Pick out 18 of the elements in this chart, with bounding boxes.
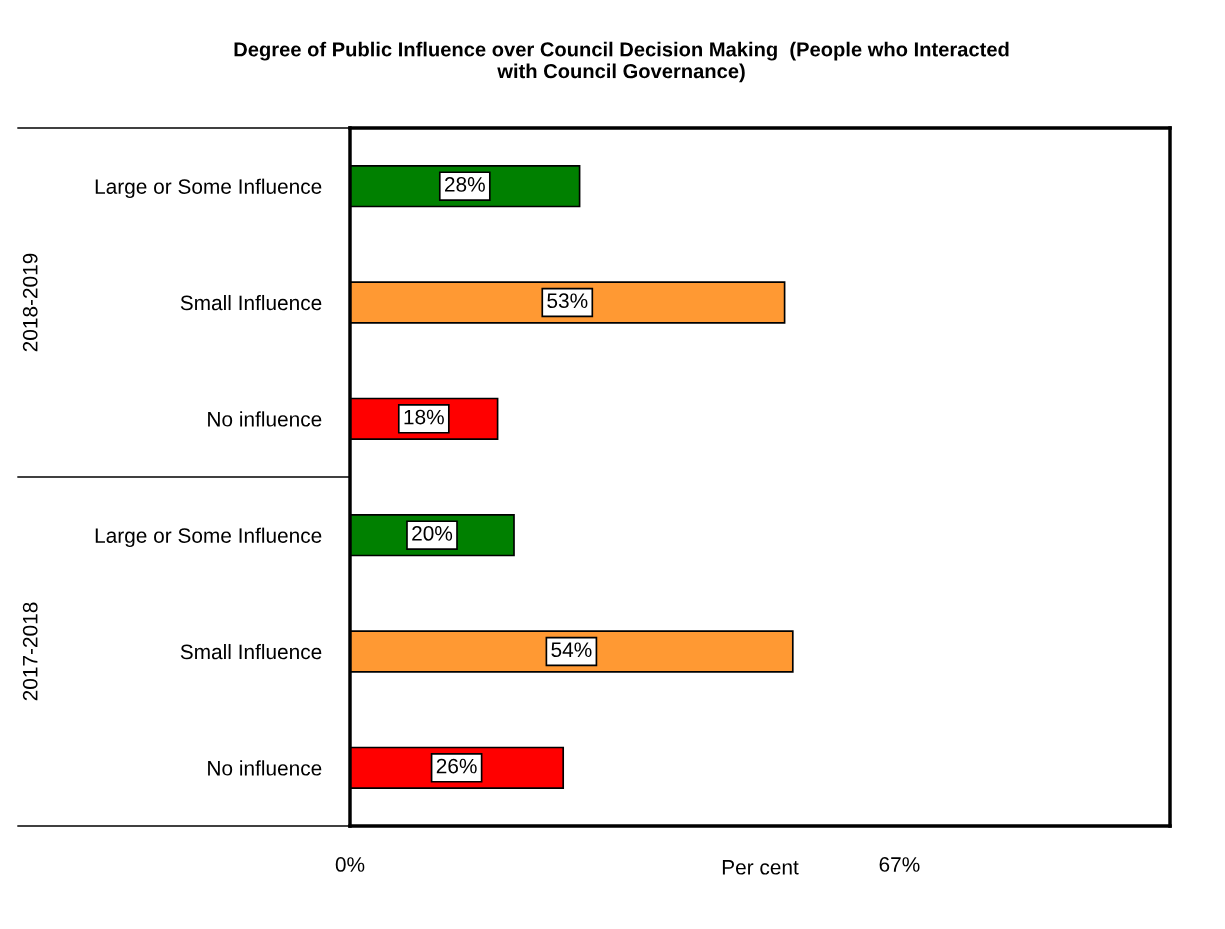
y-tick-label: No influence [208, 411, 322, 427]
data-label: 18% [404, 409, 444, 425]
x-tick-label: 0% [335, 857, 365, 872]
text: 2017-2018 [22, 602, 38, 701]
x-axis-title: Per cent [722, 860, 799, 875]
data-label: 53% [547, 293, 588, 309]
chart-title: Degree of Public Influence over Council Decision Making (People who Interacted with Council Governance) [234, 41, 1009, 83]
y-tick-label: Large or Some Influence [95, 527, 322, 548]
data-label: 26% [436, 758, 477, 774]
text: 2018-2019 [22, 253, 38, 352]
y-tick-label: No influence [208, 760, 322, 776]
x-tick-label: 67% [879, 857, 920, 872]
data-label: 20% [412, 526, 453, 541]
data-label: 54% [551, 642, 592, 658]
data-label: 28% [445, 177, 485, 192]
y-tick-label: Small Influence [180, 643, 322, 660]
y-tick-label: Large or Some Influence [95, 178, 322, 199]
y-tick-label: Small Influence [180, 294, 322, 311]
